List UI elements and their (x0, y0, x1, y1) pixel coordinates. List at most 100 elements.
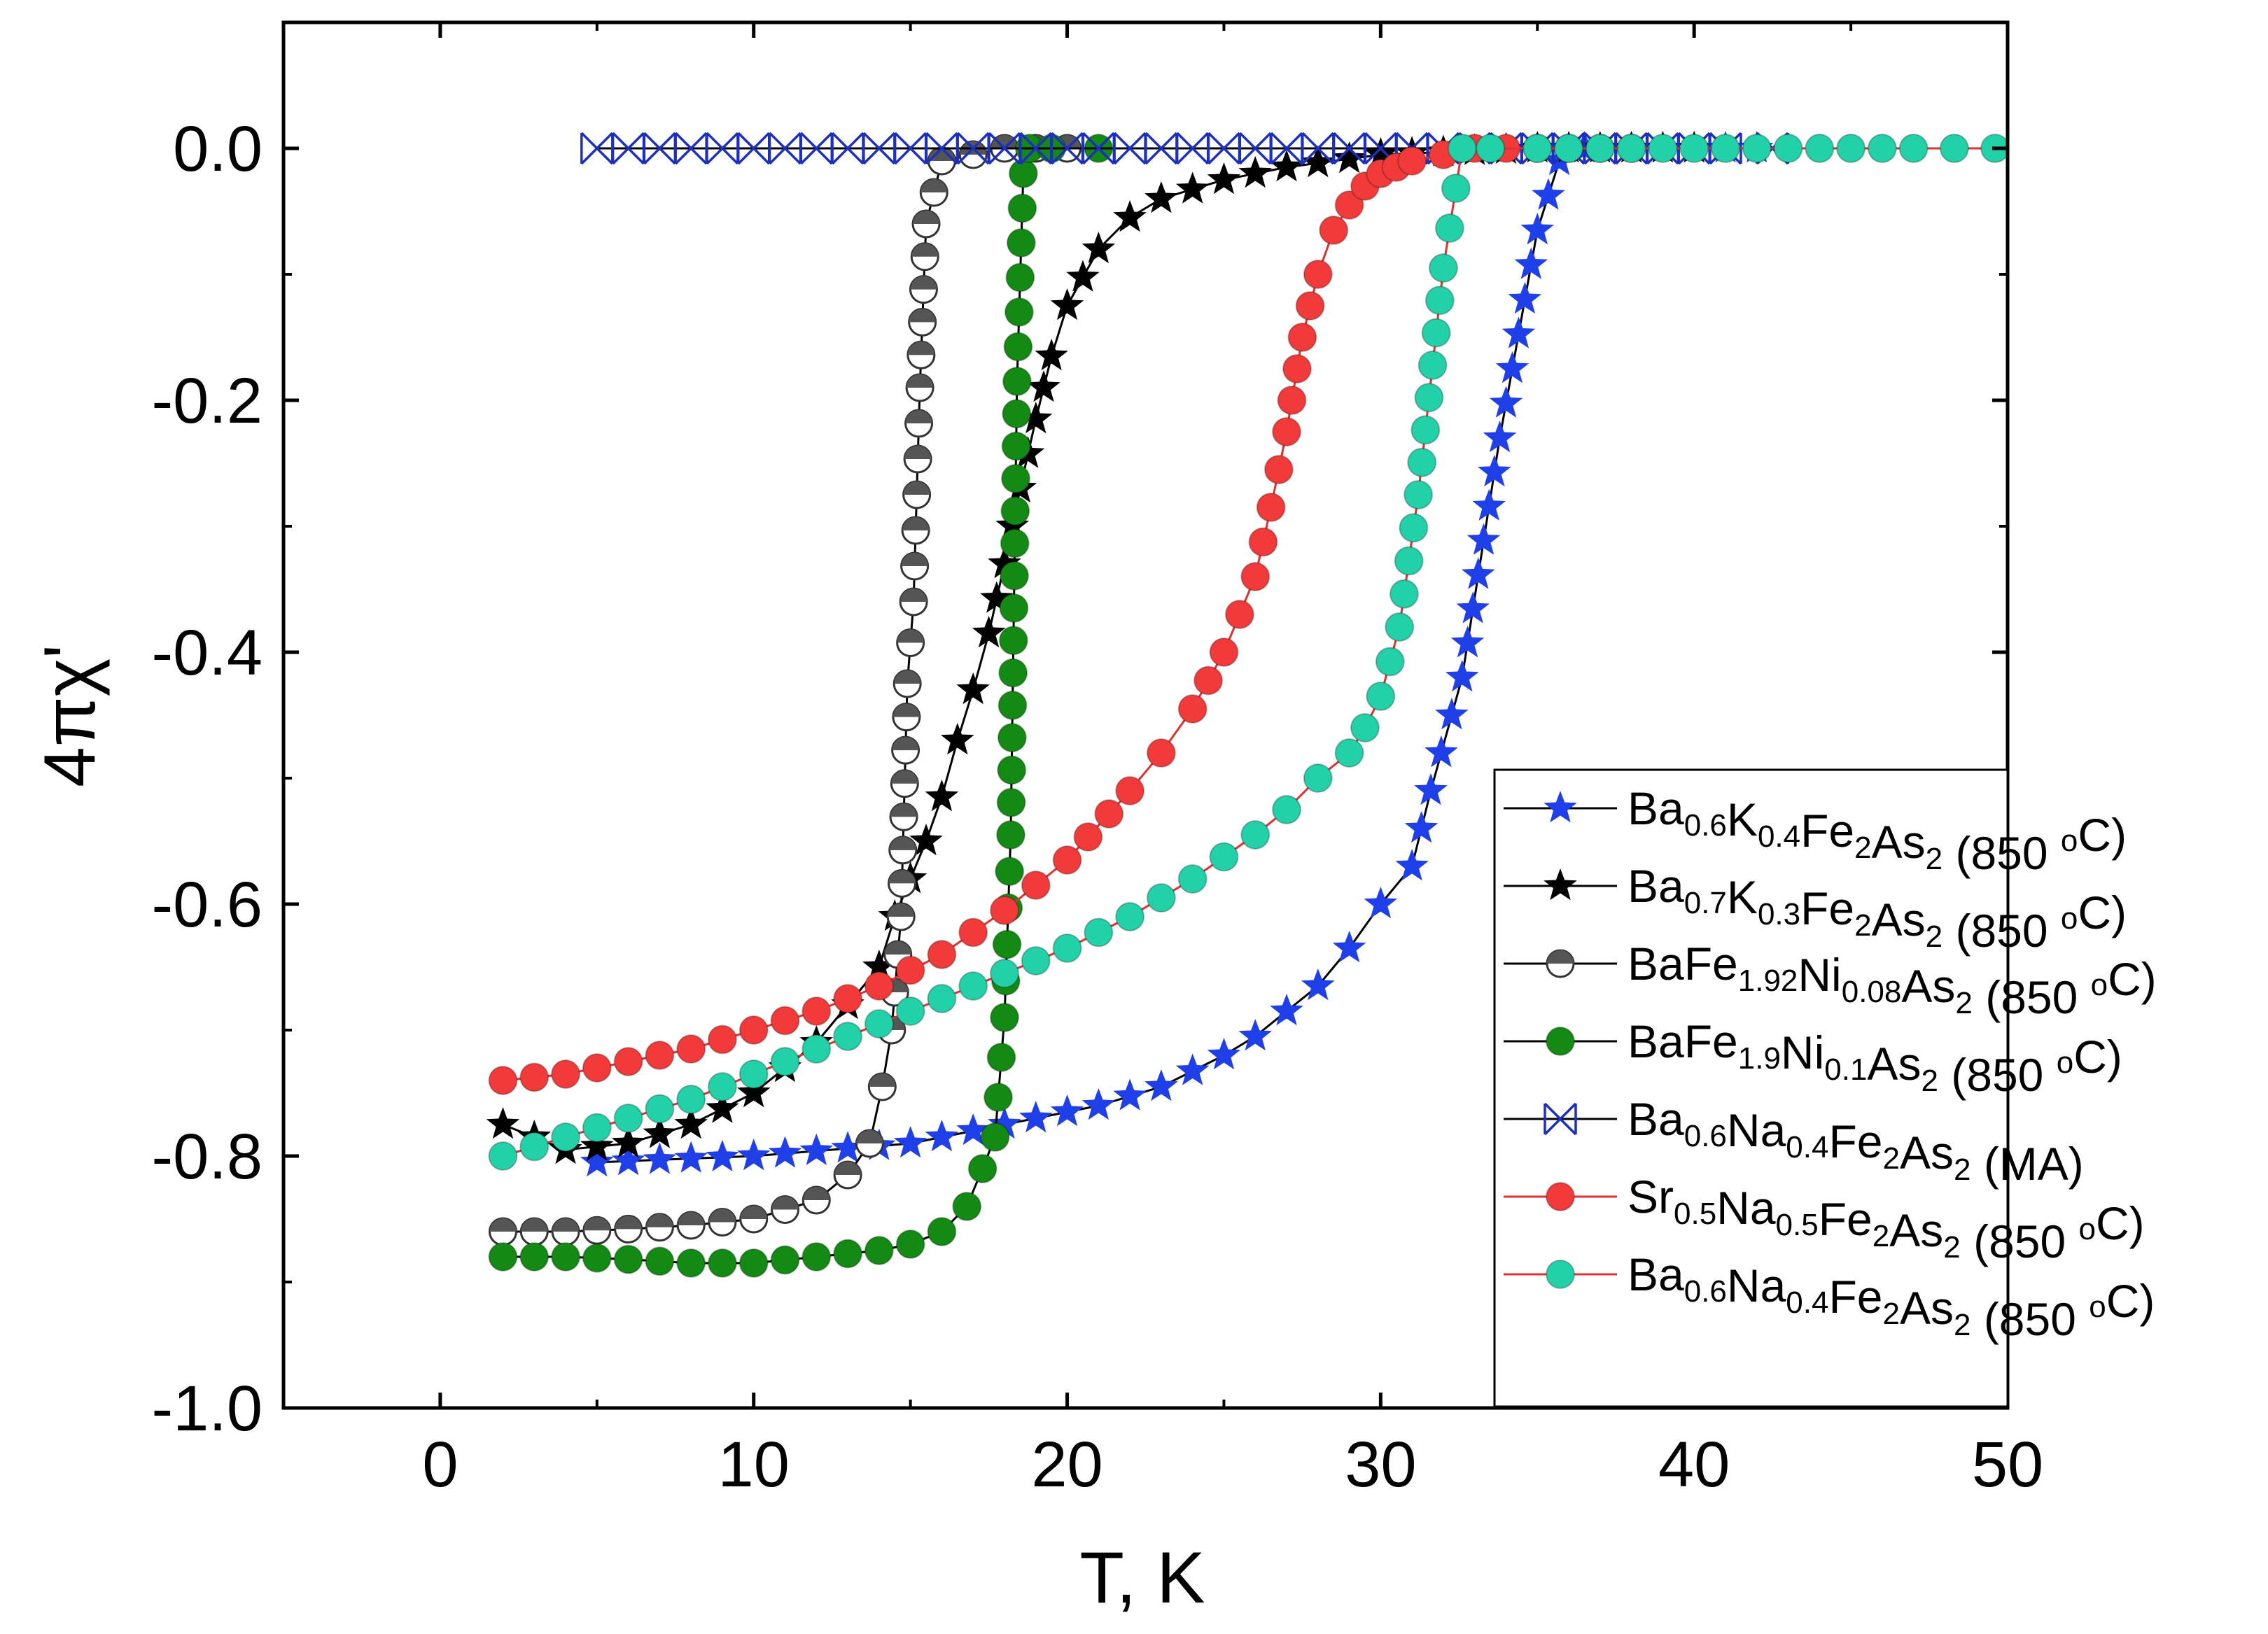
data-point (1585, 134, 1615, 163)
data-point (708, 1208, 737, 1237)
data-point (1113, 1078, 1147, 1111)
data-point (908, 307, 937, 337)
data-point (737, 1139, 771, 1171)
legend-label: BaFe1.9Ni0.1As2 (850 oC) (1628, 1015, 2122, 1101)
data-point (486, 1107, 520, 1139)
data-point (1410, 415, 1441, 445)
legend: Ba0.6K0.4Fe2As2 (850 oC)Ba0.7K0.3Fe2As2 … (1493, 768, 2157, 1408)
data-point (989, 959, 1019, 988)
data-point (1710, 134, 1740, 163)
data-point (958, 140, 988, 169)
data-point (1385, 612, 1415, 642)
data-point (1066, 260, 1100, 292)
data-point (1773, 134, 1803, 163)
data-point (1366, 682, 1396, 711)
data-point (551, 1242, 581, 1272)
data-point (927, 984, 957, 1013)
data-point (739, 1204, 769, 1234)
data-point (983, 1083, 1014, 1112)
legend-marker (1546, 1260, 1575, 1289)
data-point (582, 1053, 612, 1083)
data-point (1446, 660, 1479, 692)
data-point (1240, 562, 1270, 591)
data-point (802, 1242, 832, 1272)
data-point (1238, 1019, 1272, 1051)
y-tick-label: -0.2 (151, 365, 262, 437)
data-point (1082, 1088, 1116, 1120)
data-point (706, 1091, 739, 1123)
data-point (768, 1136, 802, 1168)
data-point (980, 581, 1014, 613)
x-tick-label: 50 (1972, 1429, 2043, 1500)
data-point (1414, 773, 1448, 805)
data-point (998, 626, 1028, 656)
data-point (927, 940, 957, 969)
data-point (1898, 134, 1928, 163)
data-point (1270, 150, 1303, 182)
data-point (1450, 626, 1485, 658)
data-point (1397, 146, 1427, 176)
legend-entry: Ba0.6Na0.4Fe2As2 (MA) (1504, 1093, 2084, 1190)
data-point (864, 971, 894, 1001)
axis-ticks: 0 10 20 30 40 50 0.0 -0.2 -0.4 -0.6 -0.8 -1.0 (151, 22, 2043, 1500)
legend-marker (1544, 1102, 1577, 1136)
data-point (888, 836, 918, 865)
data-point (519, 1132, 550, 1162)
data-point (892, 669, 922, 698)
data-point (706, 1139, 739, 1171)
data-point (1679, 134, 1709, 163)
data-point (927, 146, 956, 176)
legend-marker (1546, 1182, 1575, 1211)
data-point (611, 1143, 645, 1176)
x-tick-label: 40 (1658, 1429, 1730, 1500)
data-point (995, 820, 1026, 850)
data-point (902, 480, 932, 509)
data-point (910, 242, 939, 272)
data-point (1428, 253, 1458, 283)
legend-label: Ba0.6Na0.4Fe2As2 (850 oC) (1628, 1248, 2155, 1345)
data-point (488, 1066, 518, 1095)
data-point (1019, 132, 1053, 165)
data-point (802, 1185, 831, 1215)
data-point (643, 1116, 677, 1148)
y-tick-label: -1.0 (151, 1373, 262, 1444)
data-point (925, 1120, 959, 1152)
data-point (738, 1059, 769, 1089)
data-point (1616, 134, 1646, 163)
data-point (613, 1047, 643, 1076)
data-point (1207, 162, 1241, 195)
data-point (925, 780, 959, 812)
data-point (952, 1192, 982, 1221)
legend-label: BaFe1.92Ni0.08As2 (850 oC) (1628, 938, 2157, 1023)
data-point (488, 1141, 518, 1171)
y-tick-label: 0.0 (173, 113, 262, 185)
series-7 (488, 134, 2008, 1171)
x-tick-label: 10 (718, 1429, 790, 1500)
data-point (551, 1122, 581, 1152)
data-point (900, 551, 930, 581)
data-point (519, 1242, 550, 1272)
series-layer (486, 131, 2008, 1278)
data-point (1742, 134, 1772, 163)
legend-box (1493, 768, 2009, 1408)
data-point (988, 547, 1021, 579)
data-point (996, 787, 1026, 817)
data-point (1050, 1094, 1084, 1127)
data-point (1435, 698, 1469, 730)
data-point (1000, 496, 1030, 526)
data-point (893, 1126, 927, 1158)
data-point (895, 1230, 925, 1259)
legend-marker (1544, 868, 1577, 901)
data-point (799, 1133, 834, 1165)
data-point (903, 444, 932, 474)
data-point (911, 209, 941, 239)
legend-entry: BaFe1.9Ni0.1As2 (850 oC) (1504, 1015, 2122, 1101)
data-point (1224, 600, 1254, 629)
data-point (1334, 190, 1364, 220)
data-point (1000, 528, 1030, 558)
data-point (1648, 134, 1678, 163)
data-point (676, 1034, 706, 1064)
data-point (1209, 638, 1239, 667)
y-tick-label: -0.4 (151, 617, 262, 689)
